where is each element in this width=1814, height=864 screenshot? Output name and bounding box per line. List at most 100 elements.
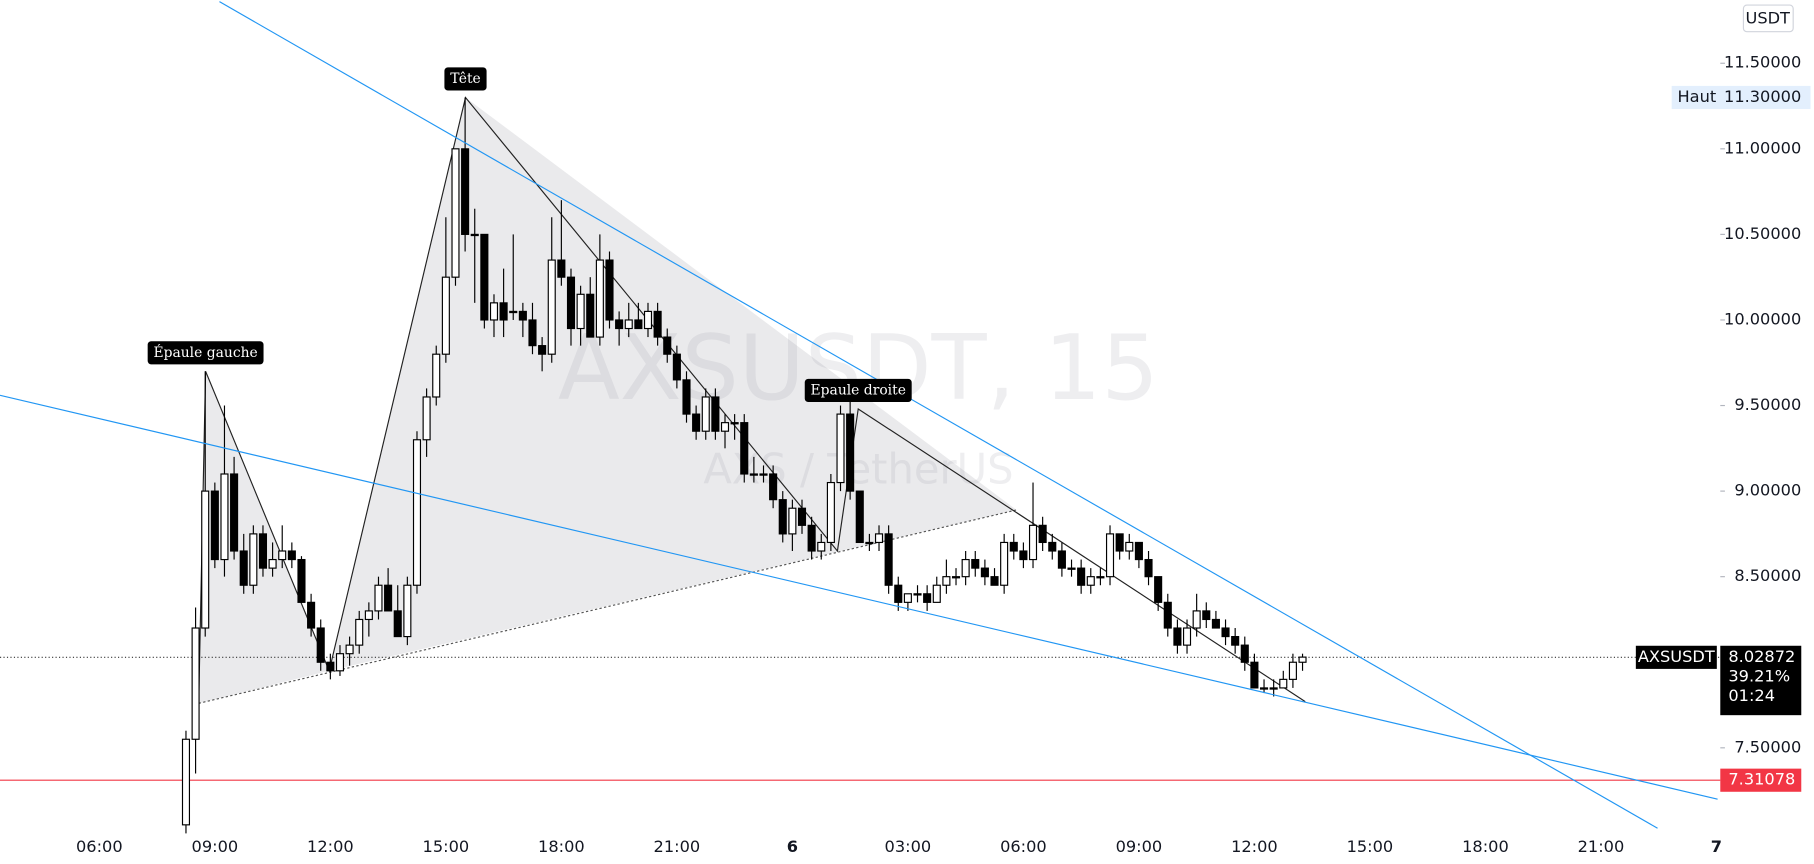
candle-body bbox=[807, 524, 816, 552]
candle-body bbox=[749, 473, 758, 476]
candle-body bbox=[865, 541, 874, 545]
candle-body bbox=[1211, 618, 1220, 629]
y-tick-label: 9.50000 bbox=[1734, 395, 1801, 414]
candle-body bbox=[884, 533, 893, 586]
candle-body bbox=[788, 507, 797, 535]
candle-body bbox=[586, 293, 595, 338]
candle-body bbox=[624, 319, 633, 330]
x-tick-label: 06:00 bbox=[1000, 837, 1047, 856]
candle-body bbox=[278, 550, 287, 561]
candle-body bbox=[951, 576, 961, 579]
x-tick-label: 18:00 bbox=[1462, 837, 1509, 856]
candle-body bbox=[1163, 601, 1172, 629]
candle-body bbox=[1240, 644, 1249, 663]
candle-body bbox=[643, 310, 653, 330]
candle-body bbox=[672, 353, 681, 381]
candle-body bbox=[297, 558, 306, 603]
candle-body bbox=[499, 302, 508, 321]
symbol: AXSUSDT bbox=[1638, 647, 1715, 666]
pattern-label: Epaule droite bbox=[811, 382, 906, 398]
y-tick-label: 7.50000 bbox=[1734, 737, 1801, 756]
candle-body bbox=[932, 584, 941, 603]
candle-body bbox=[364, 610, 373, 621]
candle-body bbox=[1288, 661, 1297, 680]
candle-body bbox=[220, 473, 229, 561]
candle-body bbox=[711, 396, 720, 432]
candle-body bbox=[461, 148, 470, 235]
candle-body bbox=[1009, 541, 1018, 552]
x-tick-label: 09:00 bbox=[1116, 837, 1163, 856]
watermark-subtitle: AXS / TetherUS bbox=[703, 444, 1013, 493]
x-tick-label: 7 bbox=[1711, 837, 1722, 856]
candle-body bbox=[1057, 550, 1066, 569]
candle-body bbox=[605, 259, 614, 321]
candle-body bbox=[1192, 610, 1201, 629]
pattern-fill bbox=[329, 97, 1017, 671]
candle-body bbox=[230, 473, 239, 552]
candle-body bbox=[210, 490, 219, 561]
candle-body bbox=[1259, 687, 1269, 690]
trendline bbox=[219, 1, 1658, 829]
candle-body bbox=[412, 439, 422, 586]
candle-body bbox=[759, 473, 768, 476]
candle-body bbox=[1038, 524, 1047, 544]
candle-body bbox=[634, 319, 643, 330]
pattern-label-box bbox=[444, 67, 487, 91]
candle-body bbox=[441, 276, 450, 355]
candle-body bbox=[403, 584, 412, 638]
candle-body bbox=[374, 584, 383, 612]
x-tick-label: 09:00 bbox=[192, 837, 239, 856]
high-label: Haut bbox=[1677, 87, 1716, 106]
support-label: 7.31078 bbox=[1728, 770, 1795, 789]
candle-body bbox=[258, 533, 268, 569]
y-tick-label: 11.00000 bbox=[1724, 138, 1801, 157]
candle-body bbox=[1067, 567, 1076, 570]
candle-body bbox=[335, 653, 345, 672]
candle-body bbox=[489, 302, 499, 321]
candle-body bbox=[355, 618, 364, 646]
candle-body bbox=[316, 627, 325, 663]
candle-body bbox=[538, 345, 547, 355]
high-box bbox=[1671, 85, 1811, 110]
candle-body bbox=[1000, 541, 1009, 586]
candle-body bbox=[509, 310, 518, 314]
candle-body bbox=[1096, 576, 1105, 579]
candle-body bbox=[769, 473, 778, 501]
candle-body bbox=[432, 353, 441, 398]
y-tick-label: 9.00000 bbox=[1734, 481, 1801, 500]
change: 39.21% bbox=[1728, 667, 1790, 686]
y-tick-label: 11.50000 bbox=[1724, 53, 1801, 72]
candle-body bbox=[1202, 610, 1211, 621]
candle-body bbox=[1182, 627, 1192, 646]
x-tick-label: 12:00 bbox=[307, 837, 354, 856]
candle-body bbox=[942, 576, 951, 586]
candle-body bbox=[1086, 576, 1095, 586]
candle-body bbox=[980, 567, 989, 578]
x-tick-label: 12:00 bbox=[1231, 837, 1278, 856]
candle-body bbox=[903, 593, 912, 603]
candle-body bbox=[701, 396, 710, 432]
candle-body bbox=[663, 336, 672, 355]
y-tick-label: 8.50000 bbox=[1734, 566, 1801, 585]
candle-body bbox=[874, 533, 884, 544]
candle-body bbox=[1231, 635, 1240, 646]
symbol-box bbox=[1635, 645, 1717, 669]
pattern-label: Tête bbox=[450, 71, 481, 87]
candle-body bbox=[855, 490, 864, 544]
candle-body bbox=[1173, 627, 1182, 646]
candle-body bbox=[528, 319, 537, 347]
candle-body bbox=[894, 584, 903, 603]
x-tick-label: 03:00 bbox=[885, 837, 932, 856]
candle-body bbox=[1125, 541, 1134, 552]
candle-body bbox=[923, 593, 932, 603]
candle-body bbox=[692, 413, 701, 432]
y-tick-label: 10.50000 bbox=[1724, 224, 1801, 243]
candle-body bbox=[971, 558, 980, 569]
x-tick-label: 18:00 bbox=[538, 837, 585, 856]
candle-body bbox=[268, 558, 277, 569]
candle-body bbox=[547, 259, 556, 355]
support-box bbox=[1720, 768, 1802, 792]
candle-body bbox=[1144, 558, 1153, 578]
trendline bbox=[0, 394, 1718, 800]
candle-body bbox=[615, 319, 624, 330]
